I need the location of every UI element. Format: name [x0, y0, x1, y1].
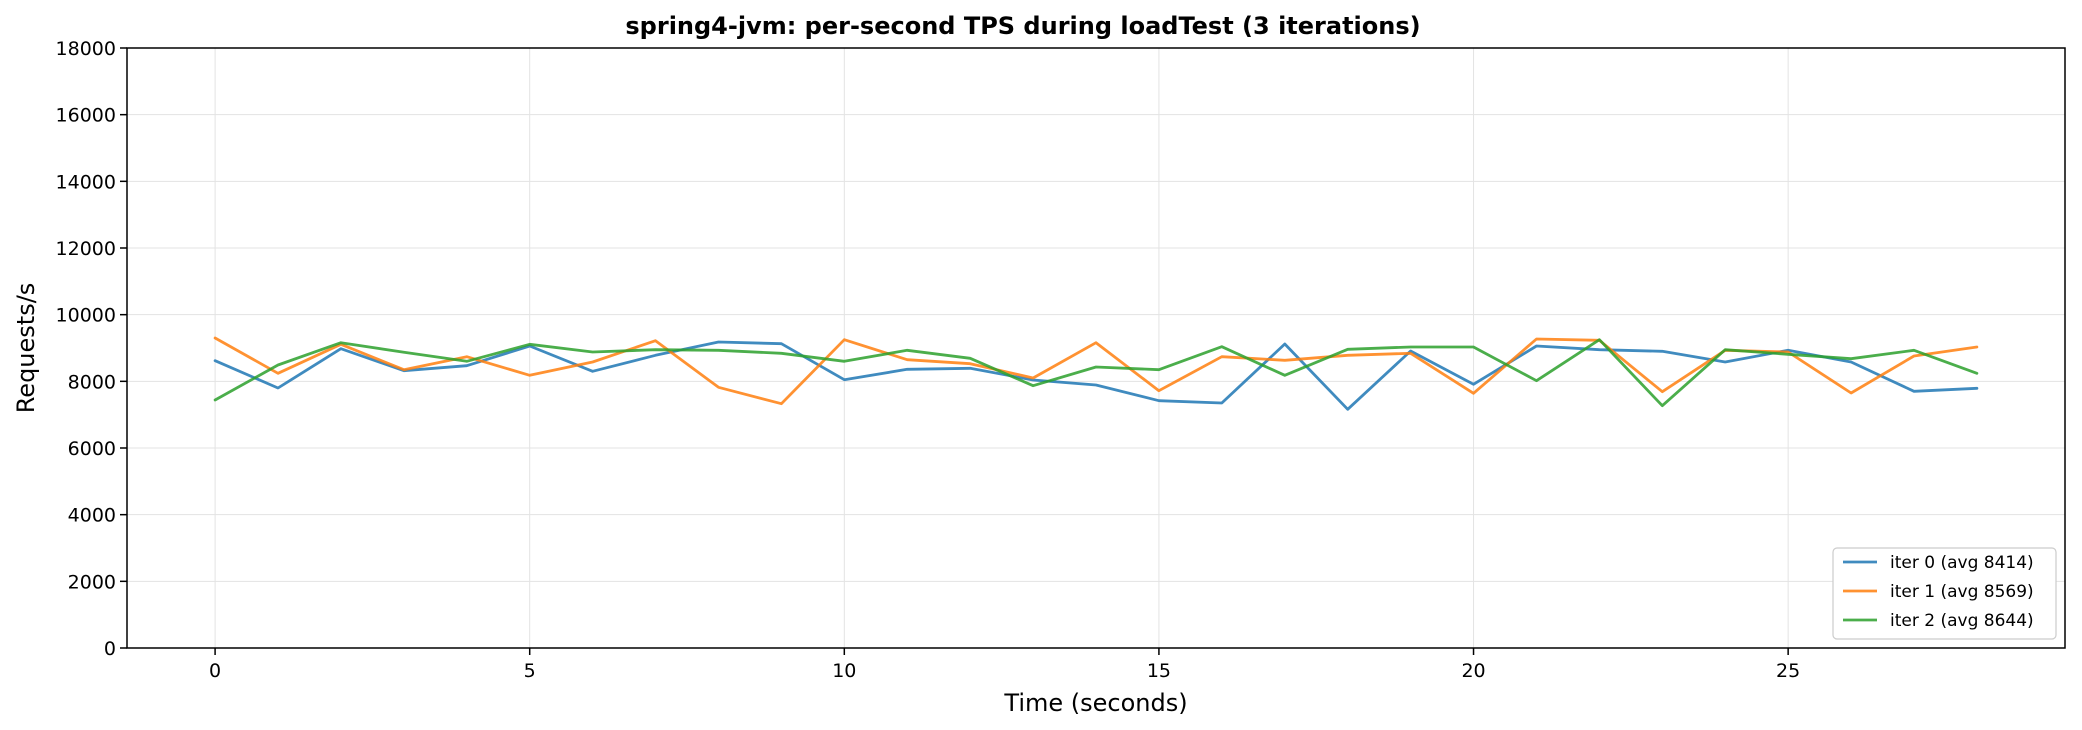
legend: iter 0 (avg 8414) iter 1 (avg 8569) iter 2…	[1832, 547, 2057, 640]
x-tick-label: 0	[209, 660, 221, 682]
legend-label-iter-2: iter 2 (avg 8644)	[1890, 611, 2034, 631]
y-tick-label: 2000	[68, 571, 116, 593]
series-line-iter-0	[213, 340, 1979, 411]
x-tick-label: 10	[832, 660, 856, 682]
tick-layer: 0 5 10 15 20 25 0 2000 4000 6000 8000 10000 12000 140…	[56, 38, 1801, 682]
x-tick-label: 5	[524, 660, 536, 682]
y-axis-label: Requests/s	[12, 283, 40, 414]
y-tick-label: 12000	[56, 238, 116, 260]
x-tick-label: 20	[1461, 660, 1485, 682]
plot-area-frame	[126, 47, 2066, 649]
y-tick-label: 4000	[68, 505, 116, 527]
legend-label-iter-0: iter 0 (avg 8414)	[1890, 553, 2034, 573]
x-axis-label: Time (seconds)	[1003, 689, 1187, 717]
chart-title: spring4-jvm: per-second TPS during loadT…	[625, 12, 1420, 40]
series-line-iter-1	[213, 336, 1979, 406]
x-tick-label: 25	[1776, 660, 1800, 682]
series-layer	[213, 336, 1979, 411]
y-tick-label: 10000	[56, 305, 116, 327]
legend-label-iter-1: iter 1 (avg 8569)	[1890, 582, 2034, 602]
legend-box	[1832, 547, 2057, 640]
y-tick-label: 6000	[68, 438, 116, 460]
y-tick-label: 8000	[68, 371, 116, 393]
x-tick-label: 15	[1147, 660, 1171, 682]
grid-layer	[127, 47, 2065, 649]
series-line-iter-2	[213, 338, 1979, 408]
y-tick-label: 16000	[56, 105, 116, 127]
y-tick-label: 14000	[56, 171, 116, 193]
y-tick-label: 18000	[56, 38, 116, 60]
y-tick-label: 0	[104, 638, 116, 660]
